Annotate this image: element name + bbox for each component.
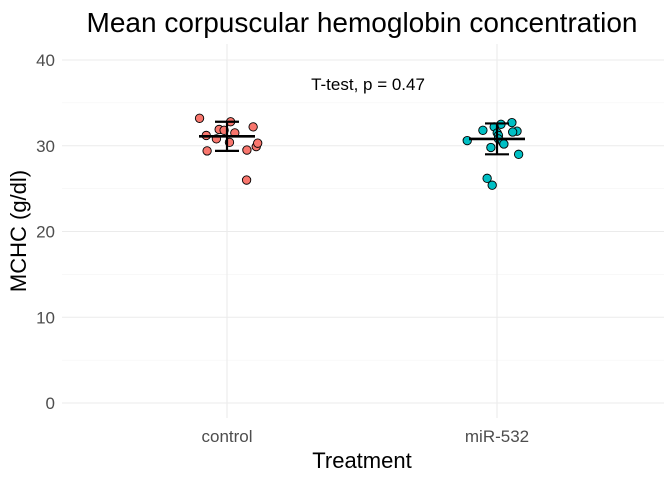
grid: [62, 44, 664, 418]
data-point: [478, 125, 488, 135]
t-test-annotation: T-test, p = 0.47: [311, 75, 425, 94]
y-tick-label: 20: [36, 223, 55, 242]
x-tick-label: miR-532: [465, 427, 529, 446]
y-tick-label: 10: [36, 308, 55, 327]
x-axis-tick-labels: control miR-532: [201, 427, 529, 446]
error-bar-control: [199, 120, 255, 152]
data-point: [482, 173, 492, 183]
data-point: [253, 138, 263, 148]
y-tick-label: 30: [36, 137, 55, 156]
data-point: [487, 180, 497, 190]
error-bar-miR-532: [469, 122, 525, 156]
data-point: [248, 122, 258, 132]
error-bars: [199, 120, 525, 156]
data-point: [499, 139, 509, 149]
y-tick-label: 40: [36, 51, 55, 70]
data-point: [513, 149, 524, 159]
data-point: [508, 127, 518, 137]
data-point: [194, 113, 205, 123]
x-axis-title: Treatment: [312, 448, 411, 473]
y-axis-title: MCHC (g/dl): [6, 170, 31, 292]
y-axis-tick-labels: 0 10 20 30 40: [36, 51, 55, 413]
data-point: [486, 142, 496, 153]
data-point: [241, 175, 252, 185]
data-point: [202, 146, 212, 156]
y-tick-label: 0: [46, 394, 55, 413]
data-point: [242, 145, 252, 155]
x-tick-label: control: [201, 427, 252, 446]
chart-title: Mean corpuscular hemoglobin concentratio…: [87, 7, 638, 38]
data-points: [194, 113, 524, 190]
